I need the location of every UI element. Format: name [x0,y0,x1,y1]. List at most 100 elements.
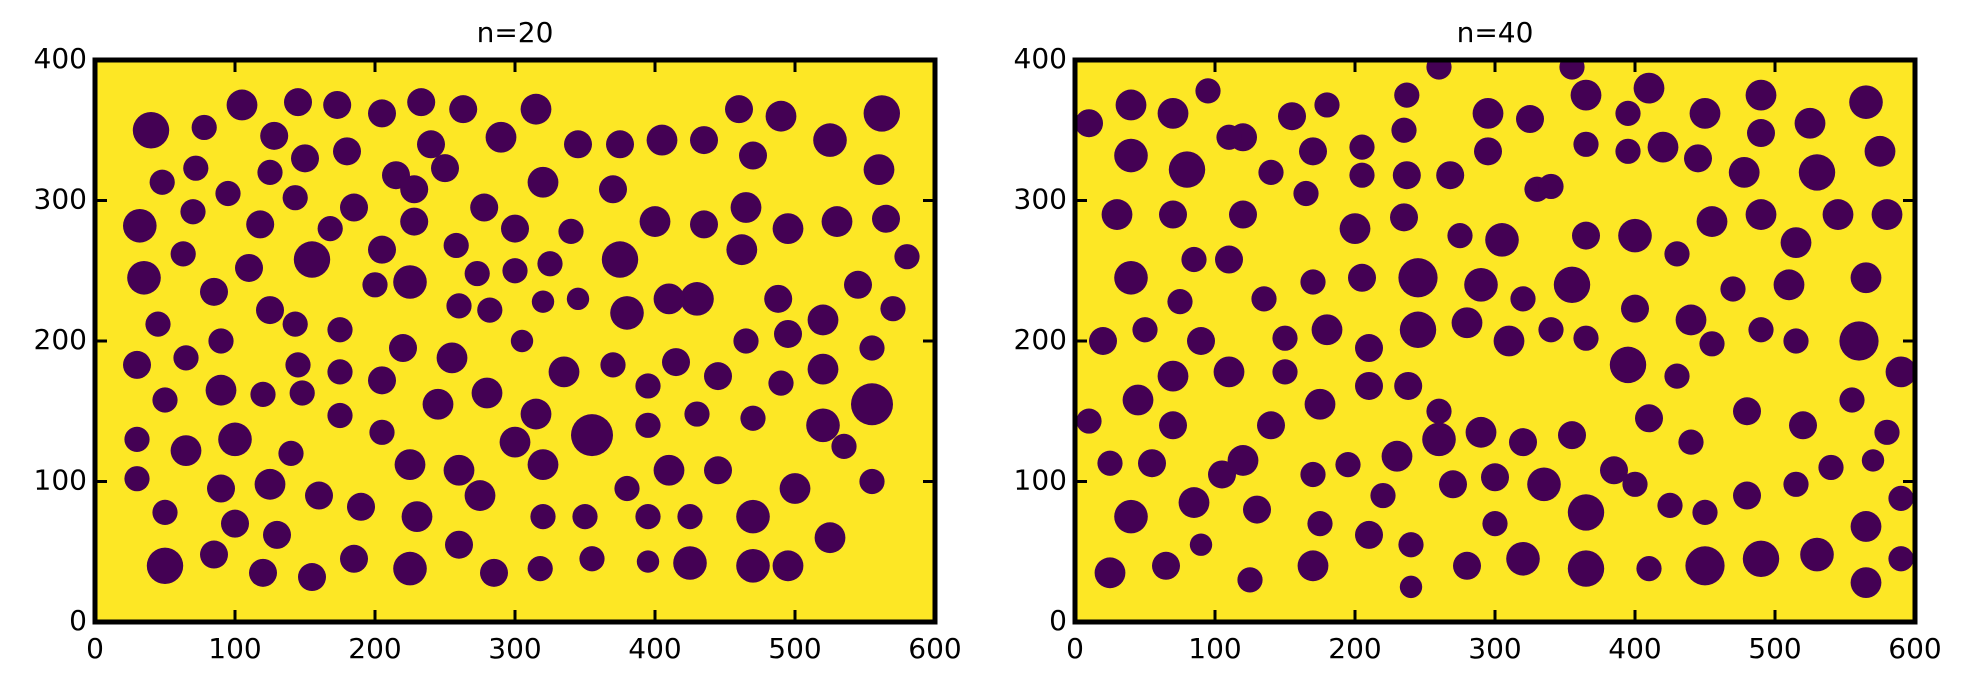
y-tick-label: 300 [34,183,87,216]
particle [333,137,361,166]
particle [1482,511,1508,537]
particle [1258,159,1284,185]
particle [1699,331,1725,357]
particle [1742,540,1780,577]
particle [246,210,275,239]
particle [501,214,529,243]
particle [1618,218,1652,253]
particle [1621,294,1649,323]
particle [323,90,352,119]
particle [327,402,353,429]
particle [1794,107,1826,139]
particle [872,204,900,233]
particle [733,328,759,354]
particle [1398,532,1424,558]
particle [298,563,326,592]
particle [636,550,660,573]
particle [389,334,417,363]
particle [124,466,150,492]
particle [1567,550,1605,587]
particle [1747,119,1775,148]
particle [400,207,429,236]
particle [400,175,429,204]
panel: 0 100 200 300 400 500 600 0 100 200 300 400 n=40 [1014,16,1942,665]
particle [765,100,797,132]
particle [1728,157,1760,188]
plot-frame [1072,57,1918,625]
particle [704,456,732,485]
particle [527,166,559,198]
particle [1685,546,1725,586]
particle [485,121,517,153]
particle [369,419,395,445]
particle [572,504,598,530]
particle [422,388,454,420]
particle [1293,180,1319,207]
plot-frame [92,57,938,625]
particle [1745,79,1777,111]
particle [1314,92,1340,118]
particle [730,192,762,223]
particle [254,468,286,500]
particle [368,99,396,128]
particle [807,353,839,385]
particle [1097,450,1123,476]
particle [1861,449,1885,472]
particle [736,499,770,534]
particle [1485,223,1519,257]
particle [1101,199,1133,230]
particle [725,95,753,124]
particle [600,352,626,378]
particle [443,232,469,259]
particle [250,381,276,407]
particle [606,130,634,159]
particle [1864,135,1896,167]
particle [1114,138,1148,173]
particle [1783,328,1809,354]
particle [1094,557,1126,589]
particle [249,558,277,587]
particle [807,304,839,336]
particle [1733,397,1761,426]
particle [1553,266,1591,303]
particle [772,550,804,582]
particle [1355,371,1383,400]
particle [1538,317,1564,343]
particle [1506,541,1540,576]
particle [471,377,503,409]
particle [431,154,459,183]
particle [677,504,703,530]
particle [449,95,478,124]
particle [1243,495,1271,524]
particle [123,208,157,243]
particle [1558,421,1586,450]
particle [1355,334,1383,363]
particle [1132,317,1158,343]
particle [1168,151,1206,188]
particle [1888,546,1914,572]
x-tick-label: 0 [86,632,104,665]
particle [173,345,199,371]
particle [1229,200,1257,229]
particle [740,405,766,431]
particle [1684,144,1712,173]
particle [1215,245,1243,274]
particle [1157,97,1189,129]
particle [610,296,644,330]
particle [1272,325,1298,351]
particle [579,546,605,572]
x-tick-label: 400 [628,632,681,665]
particle [1696,206,1728,237]
particle [1237,567,1263,593]
particle [1195,78,1221,104]
y-tick-label: 300 [1014,183,1067,216]
particle [531,290,555,313]
particle [1311,314,1343,346]
particle [1647,131,1679,163]
particle [1300,269,1326,295]
y-tick-label: 400 [1014,42,1067,75]
particle [218,422,252,457]
particle [520,93,552,125]
